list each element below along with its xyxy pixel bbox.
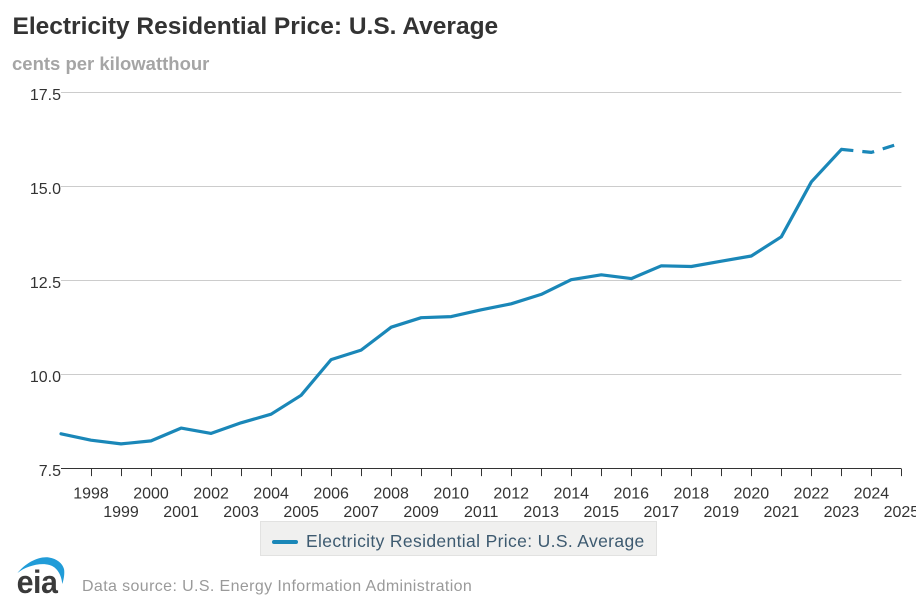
x-tick-label: 2017 — [643, 504, 679, 521]
eia-logo-swoosh — [17, 557, 65, 584]
x-tick-label: 2006 — [313, 486, 349, 503]
x-tick-label: 2007 — [343, 504, 379, 521]
chart-title: Electricity Residential Price: U.S. Aver… — [12, 13, 499, 41]
chart-y-axis-title: cents per kilowatthour — [12, 53, 210, 75]
x-tick-label: 2020 — [734, 486, 770, 503]
x-tick-label: 2022 — [794, 486, 830, 503]
x-tick-label: 2009 — [403, 504, 439, 521]
x-tick-label: 2002 — [193, 486, 229, 503]
x-tick-label: 2015 — [583, 504, 619, 521]
y-tick-label: 10.0 — [30, 369, 61, 386]
series-line-forecast[interactable] — [841, 141, 902, 154]
x-tick-label: 2024 — [854, 486, 890, 503]
data-source-text: Data source: U.S. Energy Information Adm… — [82, 578, 473, 596]
x-tick-label: 2023 — [824, 504, 860, 521]
x-tick-label: 2000 — [133, 486, 169, 503]
x-tick-label: 2014 — [553, 486, 589, 503]
x-tick-label: 2025 — [884, 504, 916, 521]
y-tick-label: 7.5 — [39, 463, 61, 480]
x-tick-label: 2016 — [613, 486, 649, 503]
x-tick-label: 2008 — [373, 486, 409, 503]
x-tick-label: 2012 — [493, 486, 529, 503]
x-tick-label: 2018 — [674, 486, 710, 503]
x-tick-label: 2005 — [283, 504, 319, 521]
x-tick-label: 2010 — [433, 486, 469, 503]
x-tick-label: 2011 — [464, 504, 499, 521]
y-tick-label: 15.0 — [30, 181, 61, 198]
eia-logo-text: eia — [17, 564, 59, 594]
x-tick-label: 2001 — [163, 504, 199, 521]
x-tick-label: 1999 — [103, 504, 139, 521]
x-tick-label: 2019 — [704, 504, 740, 521]
x-tick-label: 2003 — [223, 504, 259, 521]
x-tick-label: 2004 — [253, 486, 289, 503]
y-tick-label: 12.5 — [30, 275, 61, 292]
eia-logo[interactable]: eia — [13, 548, 69, 594]
x-tick-label: 1998 — [73, 486, 109, 503]
series-line-history[interactable] — [59, 147, 843, 446]
legend-item[interactable]: Electricity Residential Price: U.S. Aver… — [260, 521, 657, 556]
legend-line-icon — [272, 539, 298, 544]
y-tick-label: 17.5 — [30, 87, 61, 104]
x-tick-label: 2013 — [523, 504, 559, 521]
x-tick-label: 2021 — [764, 504, 800, 521]
legend-label: Electricity Residential Price: U.S. Aver… — [306, 531, 645, 552]
